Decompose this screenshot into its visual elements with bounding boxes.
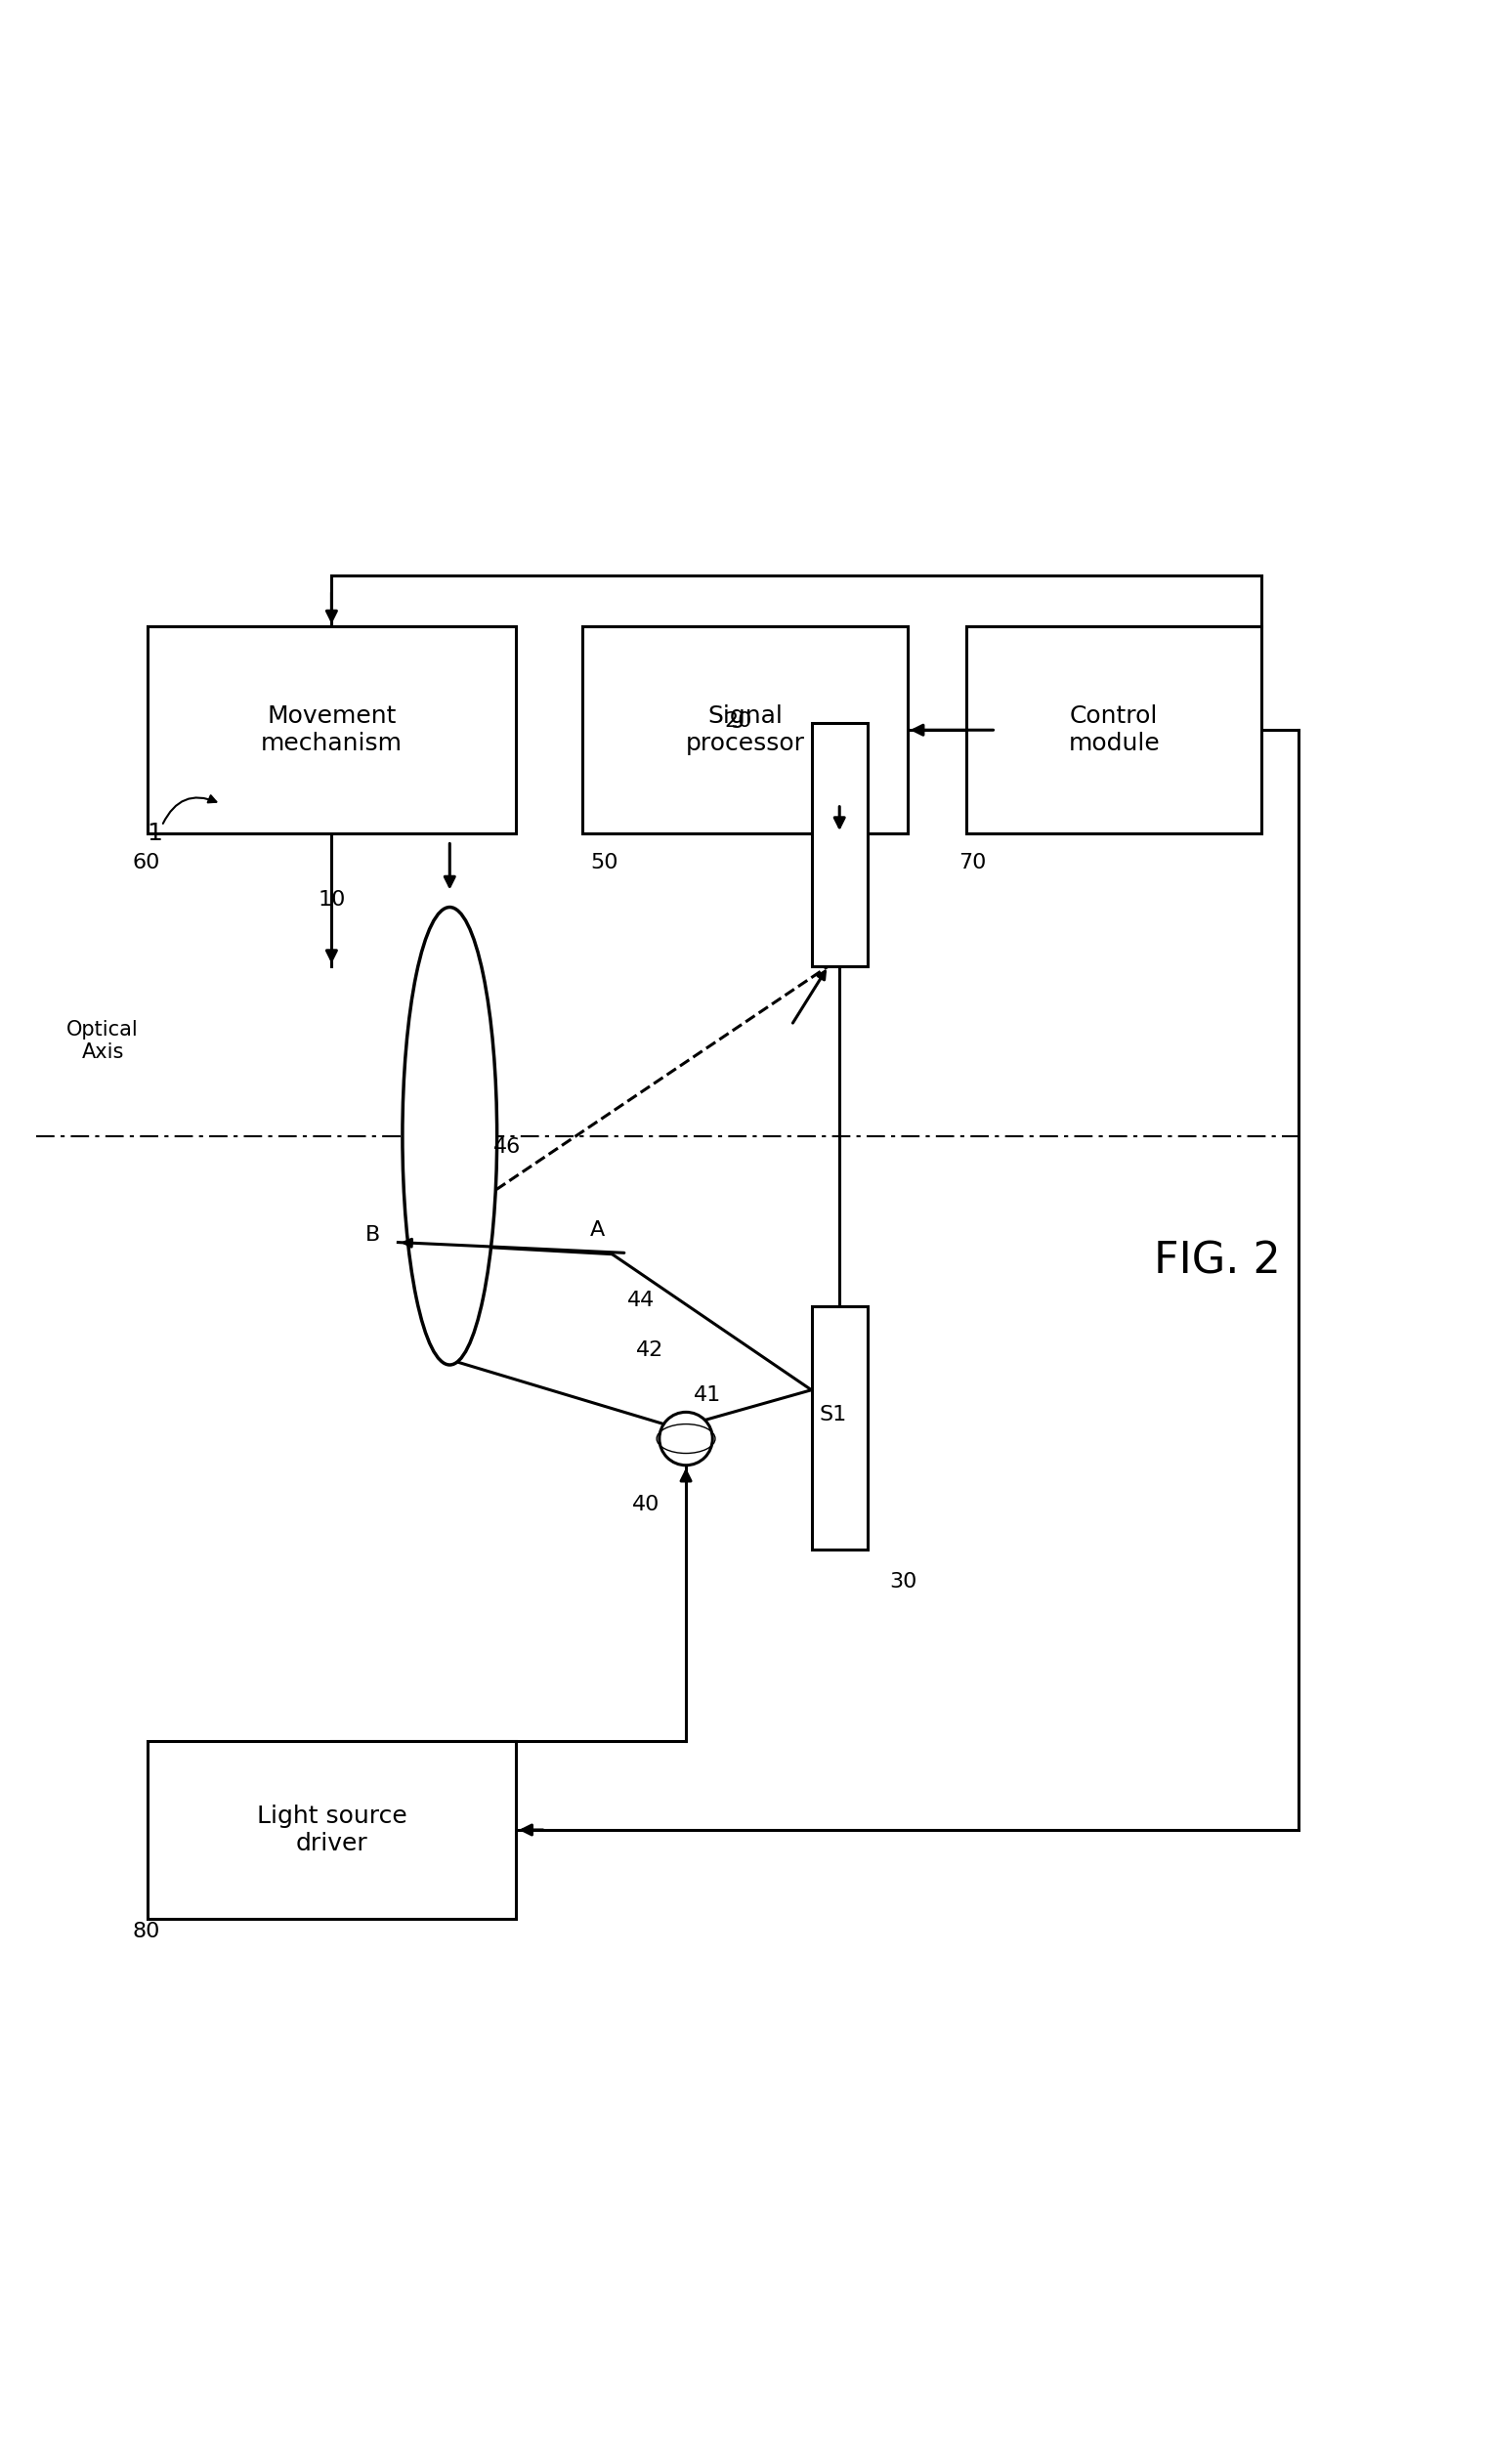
Text: 42: 42 [636, 1340, 665, 1360]
Text: Signal
processor: Signal processor [685, 705, 805, 756]
Text: A: A [590, 1220, 605, 1239]
Text: 46: 46 [493, 1138, 522, 1158]
Text: Light source
driver: Light source driver [256, 1804, 407, 1855]
Text: 44: 44 [627, 1291, 654, 1311]
Text: 1: 1 [146, 821, 162, 845]
Text: 30: 30 [890, 1572, 918, 1592]
Text: S1: S1 [820, 1404, 846, 1424]
Bar [148, 1742, 516, 1919]
Bar [812, 1306, 867, 1550]
Text: 41: 41 [693, 1385, 721, 1404]
Bar [583, 626, 907, 833]
Bar [967, 626, 1262, 833]
Text: B: B [365, 1225, 380, 1244]
Text: 10: 10 [317, 890, 346, 909]
Bar [148, 626, 516, 833]
Text: 40: 40 [632, 1496, 660, 1515]
Bar [812, 722, 867, 966]
Text: 50: 50 [590, 853, 618, 872]
Text: 60: 60 [133, 853, 159, 872]
Text: 20: 20 [724, 710, 752, 729]
Text: FIG. 2: FIG. 2 [1155, 1239, 1281, 1284]
Text: Optical
Axis: Optical Axis [67, 1020, 139, 1062]
Text: 80: 80 [133, 1922, 159, 1942]
Text: Movement
mechanism: Movement mechanism [261, 705, 402, 756]
Text: 70: 70 [960, 853, 986, 872]
Ellipse shape [402, 907, 498, 1365]
Text: Control
module: Control module [1068, 705, 1159, 756]
Circle shape [660, 1412, 712, 1466]
